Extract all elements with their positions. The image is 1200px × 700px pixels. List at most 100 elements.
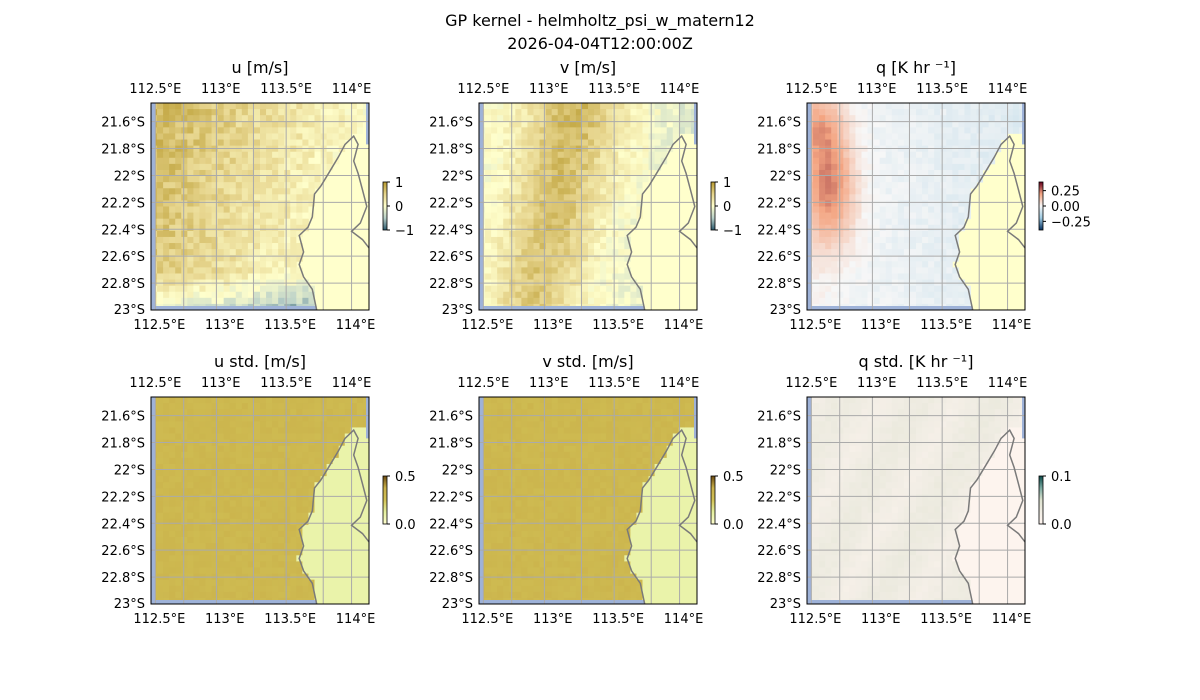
heatmap-cell <box>199 518 206 526</box>
heatmap-cell <box>539 567 547 574</box>
heatmap-cell <box>187 267 194 274</box>
heatmap-cell <box>272 182 279 189</box>
heatmap-cell <box>338 463 346 471</box>
heatmap-cell <box>539 224 547 232</box>
heatmap-cell <box>509 494 516 501</box>
lat-tick-label: 22.2°S <box>101 490 145 505</box>
heatmap-cell <box>581 506 589 514</box>
heatmap-cell <box>223 182 231 189</box>
heatmap-cell <box>533 543 540 550</box>
heatmap-cell <box>169 470 176 477</box>
heatmap-cell <box>205 206 212 213</box>
heatmap-cell <box>223 169 231 177</box>
heatmap-cell <box>332 512 340 520</box>
heatmap-cell <box>266 182 273 189</box>
lon-tick-label-bottom: 113°E <box>533 318 573 333</box>
heatmap-cell <box>497 157 504 165</box>
heatmap-cell <box>612 261 619 268</box>
heatmap-cell <box>575 476 583 483</box>
heatmap-cell <box>648 163 656 171</box>
heatmap-cell <box>594 470 601 477</box>
heatmap-cell <box>545 567 553 574</box>
heatmap-cell <box>247 445 255 453</box>
heatmap-cell <box>223 500 231 507</box>
heatmap-cell <box>163 445 170 453</box>
heatmap-cell <box>163 297 170 305</box>
heatmap-cell <box>897 194 905 201</box>
heatmap-cell <box>539 103 547 110</box>
heatmap-cell <box>362 561 370 568</box>
colorbar <box>1038 181 1044 231</box>
heatmap-cell <box>581 567 589 574</box>
heatmap-cell <box>569 206 577 213</box>
heatmap-cell <box>187 482 194 489</box>
heatmap-cell <box>302 169 309 177</box>
heatmap-cell <box>272 103 279 110</box>
heatmap-cell <box>253 409 261 416</box>
heatmap-cell <box>843 139 850 147</box>
heatmap-cell <box>491 267 498 274</box>
heatmap-cell <box>175 200 182 207</box>
heatmap-cell <box>290 482 297 489</box>
heatmap-cell <box>545 585 553 593</box>
heatmap-cell <box>253 297 261 305</box>
heatmap-cell <box>569 103 577 110</box>
heatmap-cell <box>539 176 547 183</box>
heatmap-cell <box>302 121 309 128</box>
heatmap-cell <box>253 224 261 232</box>
heatmap-cell <box>594 476 601 483</box>
heatmap-cell <box>260 537 267 544</box>
heatmap-cell <box>503 157 510 165</box>
heatmap-cell <box>241 451 249 459</box>
heatmap-cell <box>169 206 176 213</box>
heatmap-cell <box>338 494 346 501</box>
heatmap-cell <box>855 297 862 305</box>
heatmap-cell <box>575 224 583 232</box>
heatmap-cell <box>581 224 589 232</box>
heatmap-cell <box>952 127 959 134</box>
heatmap-cell <box>266 512 273 520</box>
heatmap-cell <box>922 194 929 201</box>
heatmap-cell <box>569 133 577 140</box>
heatmap-cell <box>581 415 589 422</box>
heatmap-cell <box>320 457 328 465</box>
heatmap-cell <box>205 188 212 195</box>
heatmap-cell <box>533 457 540 465</box>
heatmap-cell <box>175 543 182 550</box>
heatmap-cell <box>533 397 540 404</box>
heatmap-cell <box>485 512 492 520</box>
heatmap-cell <box>855 291 862 299</box>
heatmap-cell <box>922 249 929 256</box>
heatmap-cell <box>539 506 547 514</box>
heatmap-cell <box>314 403 321 410</box>
heatmap-cell <box>533 585 540 593</box>
heatmap-cell <box>819 103 826 110</box>
heatmap-cell <box>278 176 285 183</box>
heatmap-cell <box>551 121 559 128</box>
heatmap-cell <box>521 200 528 207</box>
heatmap-cell <box>253 476 261 483</box>
heatmap-cell <box>193 200 200 207</box>
heatmap-cell <box>819 236 826 244</box>
heatmap-cell <box>569 488 577 495</box>
heatmap-cell <box>278 273 285 280</box>
heatmap-cell <box>849 169 856 177</box>
heatmap-cell <box>849 218 856 226</box>
heatmap-cell <box>503 255 510 262</box>
heatmap-cell <box>527 115 534 122</box>
heatmap-cell <box>533 445 540 453</box>
heatmap-cell <box>503 267 510 274</box>
heatmap-cell <box>217 139 225 147</box>
heatmap-cell <box>612 127 619 134</box>
heatmap-cell <box>241 194 249 201</box>
heatmap-cell <box>916 176 923 183</box>
heatmap-cell <box>588 255 595 262</box>
heatmap-cell <box>193 273 200 280</box>
heatmap-cell <box>849 176 856 183</box>
heatmap-cell <box>278 530 285 538</box>
heatmap-cell <box>885 200 893 207</box>
heatmap-cell <box>563 255 571 262</box>
heatmap-cell <box>588 415 595 422</box>
heatmap-cell <box>837 218 844 226</box>
heatmap-cell <box>594 194 601 201</box>
